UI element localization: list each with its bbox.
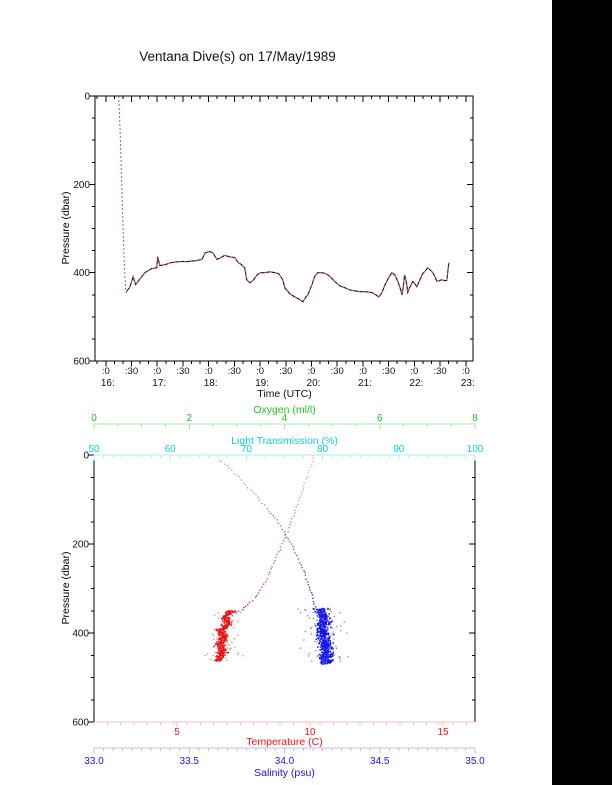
- top-chart-pressure-axis: 0 200 400 600: [73, 92, 473, 368]
- svg-text:33.0: 33.0: [84, 756, 104, 767]
- svg-text:0: 0: [84, 92, 90, 103]
- svg-text:200: 200: [72, 540, 89, 551]
- svg-text:2: 2: [186, 413, 192, 424]
- salinity-axis-label: Salinity (psu): [254, 767, 315, 779]
- svg-text:10: 10: [304, 727, 316, 738]
- salinity-axis: 33.0 33.5 34.0 34.5 35.0: [84, 747, 485, 767]
- svg-text:16:: 16:: [101, 378, 115, 389]
- svg-text:100: 100: [467, 444, 484, 455]
- svg-text:20:: 20:: [307, 378, 321, 389]
- svg-text:22:: 22:: [409, 378, 423, 389]
- svg-text::0: :0: [462, 366, 470, 377]
- light-transmission-axis-label: Light Transmission (%): [231, 435, 338, 447]
- svg-text::0: :0: [359, 366, 367, 377]
- svg-text::30: :30: [382, 366, 395, 377]
- svg-text:19:: 19:: [255, 378, 269, 389]
- svg-text:23:: 23:: [461, 378, 475, 389]
- temperature-axis: 5 10 15: [93, 721, 475, 738]
- svg-text:400: 400: [73, 268, 90, 279]
- svg-text::30: :30: [176, 366, 189, 377]
- svg-text:70: 70: [241, 444, 253, 455]
- svg-text::30: :30: [228, 366, 241, 377]
- svg-text::0: :0: [153, 366, 161, 377]
- svg-text:34.5: 34.5: [370, 756, 390, 767]
- svg-text:17:: 17:: [152, 378, 166, 389]
- svg-text:6: 6: [377, 413, 383, 424]
- svg-text:5: 5: [174, 727, 180, 738]
- svg-text:15: 15: [438, 727, 450, 738]
- svg-text::30: :30: [125, 366, 138, 377]
- svg-text:35.0: 35.0: [465, 756, 485, 767]
- top-chart-time-axis: :0:30:0:30:0:30:0:30:0:30:0:30:0:30:016:…: [96, 96, 475, 389]
- oxygen-axis-label: Oxygen (ml/l): [253, 404, 316, 416]
- light-axis: 50 60 70 80 90 100: [88, 444, 484, 461]
- right-black-bar: [552, 0, 612, 785]
- temperature-axis-label: Temperature (C): [246, 736, 323, 748]
- svg-text:4: 4: [282, 413, 288, 424]
- svg-text::0: :0: [410, 366, 418, 377]
- svg-text:18:: 18:: [204, 378, 218, 389]
- svg-text:600: 600: [73, 357, 90, 368]
- svg-text::30: :30: [279, 366, 292, 377]
- svg-text:90: 90: [393, 444, 405, 455]
- svg-text:21:: 21:: [358, 378, 372, 389]
- top-chart: [94, 95, 474, 362]
- svg-text:600: 600: [72, 718, 89, 729]
- svg-text::0: :0: [308, 366, 316, 377]
- svg-text:34.0: 34.0: [275, 756, 295, 767]
- svg-text::30: :30: [331, 366, 344, 377]
- bottom-chart-scatter: [204, 458, 349, 665]
- svg-text::0: :0: [205, 366, 213, 377]
- svg-text:33.5: 33.5: [180, 756, 200, 767]
- svg-text::30: :30: [433, 366, 446, 377]
- svg-text:0: 0: [83, 451, 89, 462]
- top-chart-series: [118, 95, 450, 303]
- oxygen-axis: 0 2 4 6 8: [91, 413, 478, 430]
- svg-text:8: 8: [472, 413, 478, 424]
- svg-text::0: :0: [102, 366, 110, 377]
- svg-text:60: 60: [165, 444, 177, 455]
- svg-text:50: 50: [88, 444, 100, 455]
- page-title: Ventana Dive(s) on 17/May/1989: [139, 49, 336, 64]
- bottom-chart-pressure-axis: 0 200 400 600: [72, 451, 475, 729]
- svg-text:200: 200: [73, 180, 90, 191]
- svg-text:80: 80: [317, 444, 329, 455]
- svg-text:0: 0: [91, 413, 97, 424]
- svg-text::0: :0: [256, 366, 264, 377]
- bottom-chart: [93, 455, 476, 722]
- top-plot-xlabel: Time (UTC): [257, 388, 312, 400]
- svg-text:400: 400: [72, 629, 89, 640]
